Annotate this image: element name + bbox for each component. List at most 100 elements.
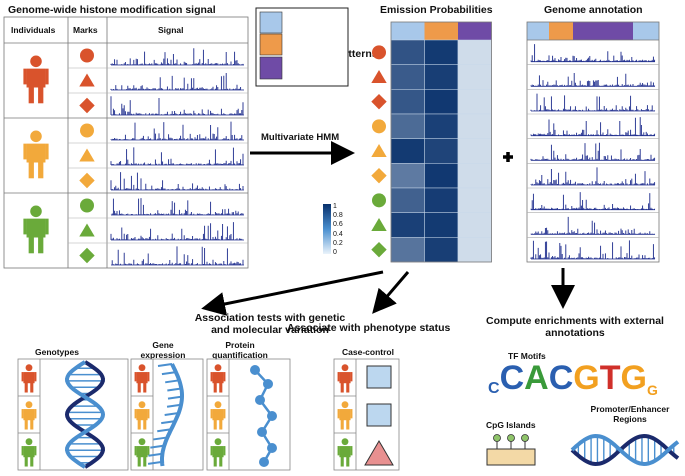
control-square-icon [366,365,392,389]
protein-bead-icon [257,427,267,437]
promoter-label: Promoter/Enhancer Regions [590,404,670,424]
person-head-icon [214,438,222,446]
emission-header-p2 [424,22,458,40]
signal-title: Genome-wide histone modification signal [8,4,216,16]
global-patterns-box [255,7,349,87]
emission-cell [457,89,492,115]
mark-triangle-icon [371,218,387,231]
assoc-panel-frame [130,358,204,471]
rna-base [167,387,182,392]
cb-tick-02: 0.2 [333,240,343,247]
motif-letter: C [488,380,500,397]
person-arm-icon [337,372,340,382]
emission-cell [390,138,425,164]
person-arm-icon [350,409,353,419]
mark-circle-icon [80,198,94,213]
rna-base [148,452,163,457]
assoc-arrow [201,270,384,316]
person-leg-icon [137,382,141,393]
motif-letter: C [548,359,574,397]
person-body-icon [212,409,224,421]
mark-triangle-icon [371,144,387,157]
person-arm-icon [21,446,24,456]
header-signal: Signal [158,25,184,35]
person-body-icon [26,218,46,238]
person-arm-icon [45,143,49,160]
dna-strand [64,360,106,469]
cpg-methyl-icon [493,434,501,442]
mark-triangle-icon [371,70,387,83]
cb-tick-04: 0.4 [333,231,343,238]
rna-base [150,444,165,449]
association-panels [17,358,400,471]
rna-base [165,379,180,384]
emission-cell [390,212,425,238]
signal-track [530,216,656,235]
signal-track [530,44,656,62]
signal-track [110,121,244,140]
annotation-segment [527,22,549,40]
person-arm-icon [210,372,213,382]
person-leg-icon [137,456,141,467]
flow-arrows [201,141,575,316]
annotation-segment [549,22,573,40]
person-head-icon [30,205,42,218]
mark-circle-icon [372,119,386,134]
signal-track [110,48,244,65]
person-arm-icon [21,372,24,382]
mark-circle-icon [372,45,386,60]
emission-cell [390,163,425,189]
person-arm-icon [34,372,37,382]
person-leg-icon [219,419,223,430]
person-leg-icon [28,236,34,254]
person-leg-icon [340,419,344,430]
signal-track [110,198,244,215]
emission-cell [424,237,459,263]
mark-circle-icon [80,123,94,138]
person-head-icon [341,401,349,409]
person-leg-icon [38,86,44,104]
emission-cell [424,138,459,164]
dna-strand [64,360,106,469]
protein-bead-icon [263,379,273,389]
person-arm-icon [134,409,137,419]
emission-cell [390,187,425,213]
genotypes-label: Genotypes [35,347,79,357]
emission-cell [424,64,459,90]
pattern-swatch-p1 [259,11,283,34]
person-leg-icon [340,382,344,393]
person-head-icon [138,364,146,372]
assoc-panel-frame [17,358,129,471]
case-control-label: Case-control [342,347,394,357]
motif-letter: A [524,359,549,397]
enrichment-title: Compute enrichments with external annotat… [486,315,664,340]
person-body-icon [339,372,351,384]
person-leg-icon [30,382,34,393]
mark-diamond-icon [371,241,387,258]
emission-heatmap [323,21,492,263]
dna-strand [570,433,680,467]
signal-track [530,117,656,136]
protein-bead-icon [267,443,277,453]
annotation-segment [573,22,633,40]
person-head-icon [214,364,222,372]
person-leg-icon [137,419,141,430]
cb-tick-1: 1 [333,203,337,210]
person-leg-icon [143,419,147,430]
person-arm-icon [223,446,226,456]
cb-tick-06: 0.6 [333,221,343,228]
person-arm-icon [337,446,340,456]
assoc-panel-frame [333,358,400,471]
annotation-segment [633,22,659,40]
person-arm-icon [21,409,24,419]
person-arm-icon [223,409,226,419]
protein-bead-icon [255,395,265,405]
emission-header-p3 [458,22,492,40]
signal-track [111,246,244,265]
emission-title: Emission Probabilities [380,4,493,16]
signal-track [530,142,656,161]
person-body-icon [212,372,224,384]
assoc-tests-title: Association tests with genetic and molecu… [194,312,346,337]
annotation-title: Genome annotation [544,4,643,16]
